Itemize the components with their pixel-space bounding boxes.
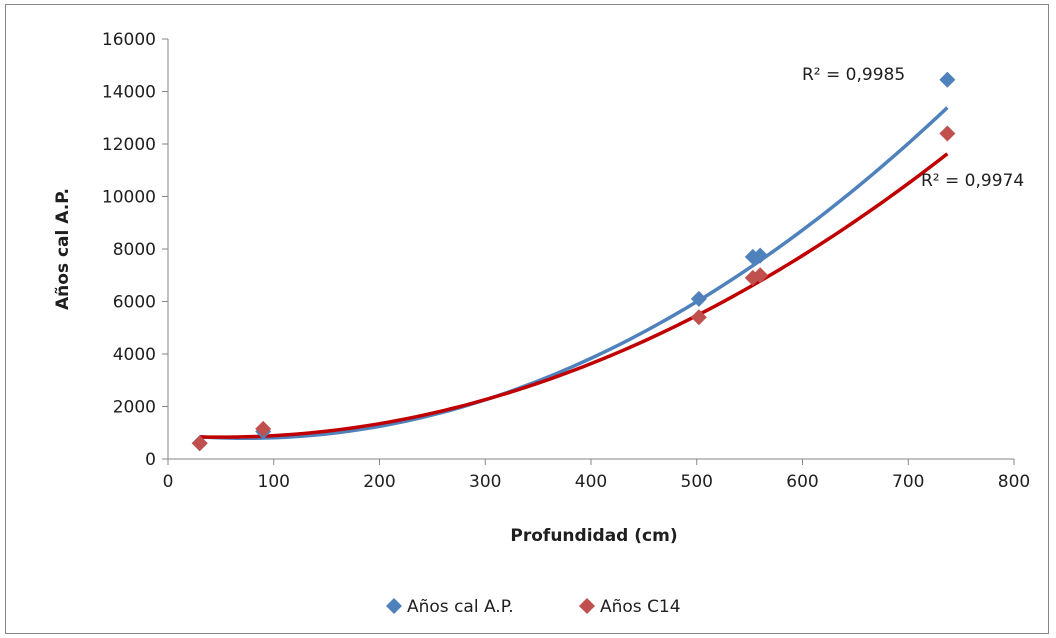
y-tick-labels: 0 2000 4000 6000 8000 10000 12000 14000 16000 <box>102 30 156 470</box>
x-tick-label: 600 <box>786 472 818 492</box>
y-tick-label: 16000 <box>102 30 156 50</box>
data-point-anos-cal <box>752 247 769 264</box>
x-tick-label: 300 <box>469 472 501 492</box>
y-tick-label: 2000 <box>113 398 156 418</box>
data-point-anos-c14 <box>690 309 707 326</box>
data-point-anos-c14 <box>191 435 208 452</box>
y-tick-label: 14000 <box>102 83 156 103</box>
legend-label-anos-cal: Años cal A.P. <box>407 597 514 617</box>
x-tick-label: 700 <box>892 472 924 492</box>
y-tick-label: 12000 <box>102 135 156 155</box>
axes <box>162 38 1015 465</box>
data-point-anos-c14 <box>939 125 956 142</box>
x-tick-label: 500 <box>681 472 713 492</box>
data-point-anos-cal <box>690 290 707 307</box>
legend-marker-diamond-blue <box>386 598 402 614</box>
x-tick-label: 800 <box>998 472 1030 492</box>
y-axis-title: Años cal A.P. <box>53 188 73 310</box>
trendlines <box>199 106 949 441</box>
x-tick-label: 0 <box>163 472 174 492</box>
x-tick-label: 200 <box>363 472 395 492</box>
markers <box>191 71 956 452</box>
trendline-anos-cal <box>199 106 949 441</box>
r2-label-anos-c14: R² = 0,9974 <box>921 171 1024 191</box>
y-tick-label: 8000 <box>113 240 156 260</box>
legend-marker-diamond-red <box>579 598 595 614</box>
chart-svg: 0 2000 4000 6000 8000 10000 12000 14000 16000 0 1… <box>53 30 1031 617</box>
y-tick-label: 0 <box>145 450 156 470</box>
legend: Años cal A.P. Años C14 <box>386 597 681 617</box>
x-tick-labels: 0 100 200 300 400 500 600 700 800 <box>163 472 1031 492</box>
r2-label-anos-cal: R² = 0,9985 <box>802 65 905 85</box>
y-tick-label: 10000 <box>102 188 156 208</box>
legend-item-anos-c14: Años C14 <box>579 597 681 617</box>
y-tick-label: 6000 <box>113 293 156 313</box>
y-tick-label: 4000 <box>113 345 156 365</box>
chart-area: 0 2000 4000 6000 8000 10000 12000 14000 16000 0 1… <box>5 4 1049 634</box>
trendline-anos-c14 <box>199 152 949 439</box>
x-tick-label: 400 <box>575 472 607 492</box>
x-axis-title: Profundidad (cm) <box>510 526 677 546</box>
data-point-anos-cal <box>939 71 956 88</box>
legend-label-anos-c14: Años C14 <box>600 597 681 617</box>
data-point-anos-c14 <box>752 267 769 284</box>
x-tick-label: 100 <box>258 472 290 492</box>
legend-item-anos-cal: Años cal A.P. <box>386 597 514 617</box>
